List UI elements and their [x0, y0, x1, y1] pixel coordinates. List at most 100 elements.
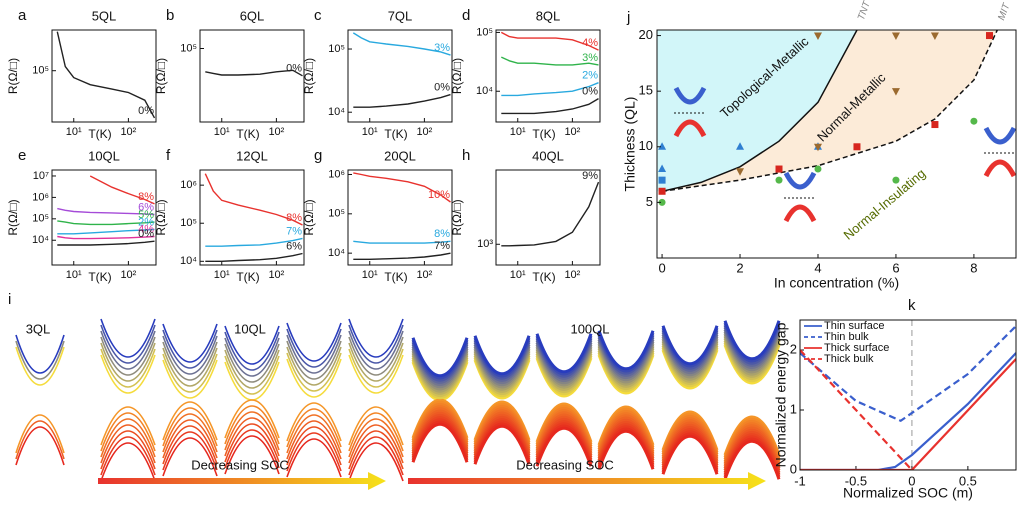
- inset-band: [673, 86, 707, 105]
- data-point: [658, 142, 667, 150]
- data-point: [736, 168, 745, 176]
- x-tick-label: 10¹: [362, 126, 378, 138]
- band-curve: [100, 412, 156, 452]
- data-point: [814, 165, 822, 173]
- x-axis-label: T(K): [88, 127, 111, 141]
- boundary-label: TNT: [856, 0, 873, 22]
- band-curve: [162, 401, 218, 441]
- panel-label: h: [462, 147, 470, 164]
- series-label: 10%: [428, 189, 450, 201]
- band-curve: [162, 419, 218, 459]
- x-tick-label: 0: [658, 260, 665, 275]
- x-tick-label: 10¹: [214, 126, 230, 138]
- y-tick-label: 10⁵: [32, 213, 49, 225]
- panel-label: k: [908, 297, 916, 314]
- band-curve: [348, 318, 404, 358]
- y-tick-label: 10⁴: [32, 234, 49, 246]
- region-label: Normal-Insulating: [840, 166, 928, 243]
- x-tick-label: 10²: [268, 126, 284, 138]
- series-line: [353, 93, 451, 108]
- x-axis-label: T(K): [384, 127, 407, 141]
- band-curve: [286, 432, 342, 472]
- legend-label: Thin bulk: [824, 331, 869, 343]
- band-curve: [224, 343, 280, 383]
- panel-label: d: [462, 7, 470, 24]
- panel-label: i: [8, 291, 11, 308]
- series-label: 0%: [286, 63, 302, 75]
- data-point: [658, 164, 667, 173]
- y-tick-label: 10⁶: [32, 191, 49, 203]
- x-tick-label: 0: [908, 473, 915, 488]
- y-tick-label: 15: [639, 83, 653, 98]
- plot-frame: [347, 29, 453, 123]
- inset-band: [783, 171, 817, 190]
- band-curve: [162, 341, 218, 381]
- data-point: [892, 176, 900, 184]
- band-curve: [661, 434, 719, 475]
- band-curve: [224, 399, 280, 439]
- series-line: [501, 56, 599, 66]
- data-point: [775, 165, 783, 173]
- panel-title: 7QL: [388, 8, 413, 23]
- data-point: [891, 88, 900, 96]
- data-point: [813, 143, 822, 152]
- band-curve: [286, 322, 342, 362]
- band-curve: [224, 435, 280, 475]
- band-curve: [162, 353, 218, 393]
- series-label: 8%: [286, 212, 302, 224]
- series-line: [800, 325, 1016, 423]
- series-line: [501, 97, 599, 115]
- band-curve: [348, 354, 404, 394]
- series-line: [501, 82, 599, 97]
- band-curve: [15, 414, 65, 454]
- series-label: 0%: [582, 86, 598, 98]
- band-curve: [100, 418, 156, 458]
- x-tick-label: 10¹: [362, 269, 378, 281]
- panel-label: b: [166, 7, 174, 24]
- band-curve: [597, 429, 655, 470]
- band-curve: [15, 426, 65, 466]
- series-label: 4%: [138, 223, 154, 235]
- band-curve: [100, 318, 156, 358]
- band-curve: [224, 325, 280, 365]
- y-axis-label: Normalized energy gap: [773, 322, 789, 467]
- series-label: 0%: [138, 228, 154, 240]
- band-curve: [100, 442, 156, 482]
- region-fill: [657, 30, 857, 192]
- band-curve: [100, 424, 156, 464]
- band-curve: [162, 335, 218, 375]
- group-title: 10QL: [234, 321, 266, 336]
- band-curve: [224, 405, 280, 445]
- series-line: [353, 240, 451, 244]
- y-tick-label: 10⁴: [328, 106, 345, 118]
- boundary-label: MIT: [996, 1, 1013, 22]
- x-tick-label: 4: [814, 260, 821, 275]
- x-axis-label: T(K): [384, 270, 407, 284]
- band-curve: [286, 328, 342, 368]
- y-tick-label: 10⁵: [476, 26, 493, 38]
- band-curve: [286, 334, 342, 374]
- band-curve: [224, 337, 280, 377]
- series-label: 9%: [582, 170, 598, 182]
- band-curve: [411, 422, 469, 463]
- plot-frame: [347, 169, 453, 266]
- y-tick-label: 20: [639, 27, 653, 42]
- y-tick-label: 10⁷: [33, 170, 49, 182]
- y-tick-label: 10⁶: [180, 179, 197, 191]
- inset-band: [783, 204, 817, 223]
- series-line: [353, 252, 451, 260]
- band-curve: [162, 359, 218, 399]
- band-curve: [286, 414, 342, 454]
- series-line: [500, 31, 599, 51]
- series-label: 2%: [582, 70, 598, 82]
- series-line: [56, 31, 156, 119]
- band-curve: [162, 329, 218, 369]
- band-curve: [224, 417, 280, 457]
- series-label: 0%: [434, 82, 450, 94]
- x-tick-label: 10²: [120, 126, 136, 138]
- series-line: [57, 220, 155, 226]
- panel-title: 8QL: [536, 8, 561, 23]
- series-label: 6%: [138, 201, 154, 213]
- y-axis-label: R(Ω/□): [6, 58, 20, 94]
